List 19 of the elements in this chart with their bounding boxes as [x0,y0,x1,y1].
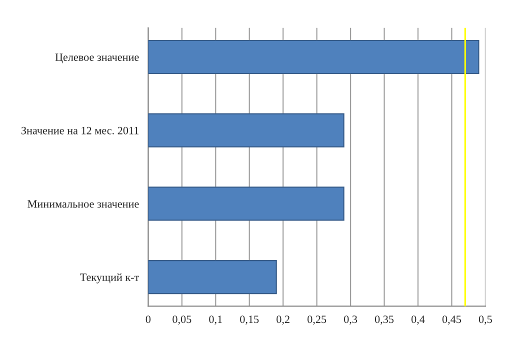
x-tick-label: 0,15 [240,316,259,325]
bar [148,186,344,221]
x-tick-label: 0 [146,316,151,324]
x-tick-label: 0,3 [344,316,358,325]
y-tick-label: Минимальное значение [28,200,139,208]
y-tick-label: Целевое значение [55,54,139,64]
y-tick-label: Текущий к-т [80,273,139,284]
x-tick-label: 0,5 [478,316,492,325]
x-tick-label: 0,1 [209,316,222,325]
y-tick-label: Значение на 12 мес. 2011 [21,126,138,134]
x-tick-label: 0,4 [411,316,425,325]
x-tick-label: 0,25 [308,316,326,325]
x-tick-label: 0,35 [374,316,394,325]
x-tick-label: 0,2 [276,316,290,325]
bar [148,113,344,148]
bar [148,40,480,74]
x-tick-label: 0,05 [172,316,192,325]
x-tick-label: 0,45 [442,316,462,325]
bar [148,260,277,294]
